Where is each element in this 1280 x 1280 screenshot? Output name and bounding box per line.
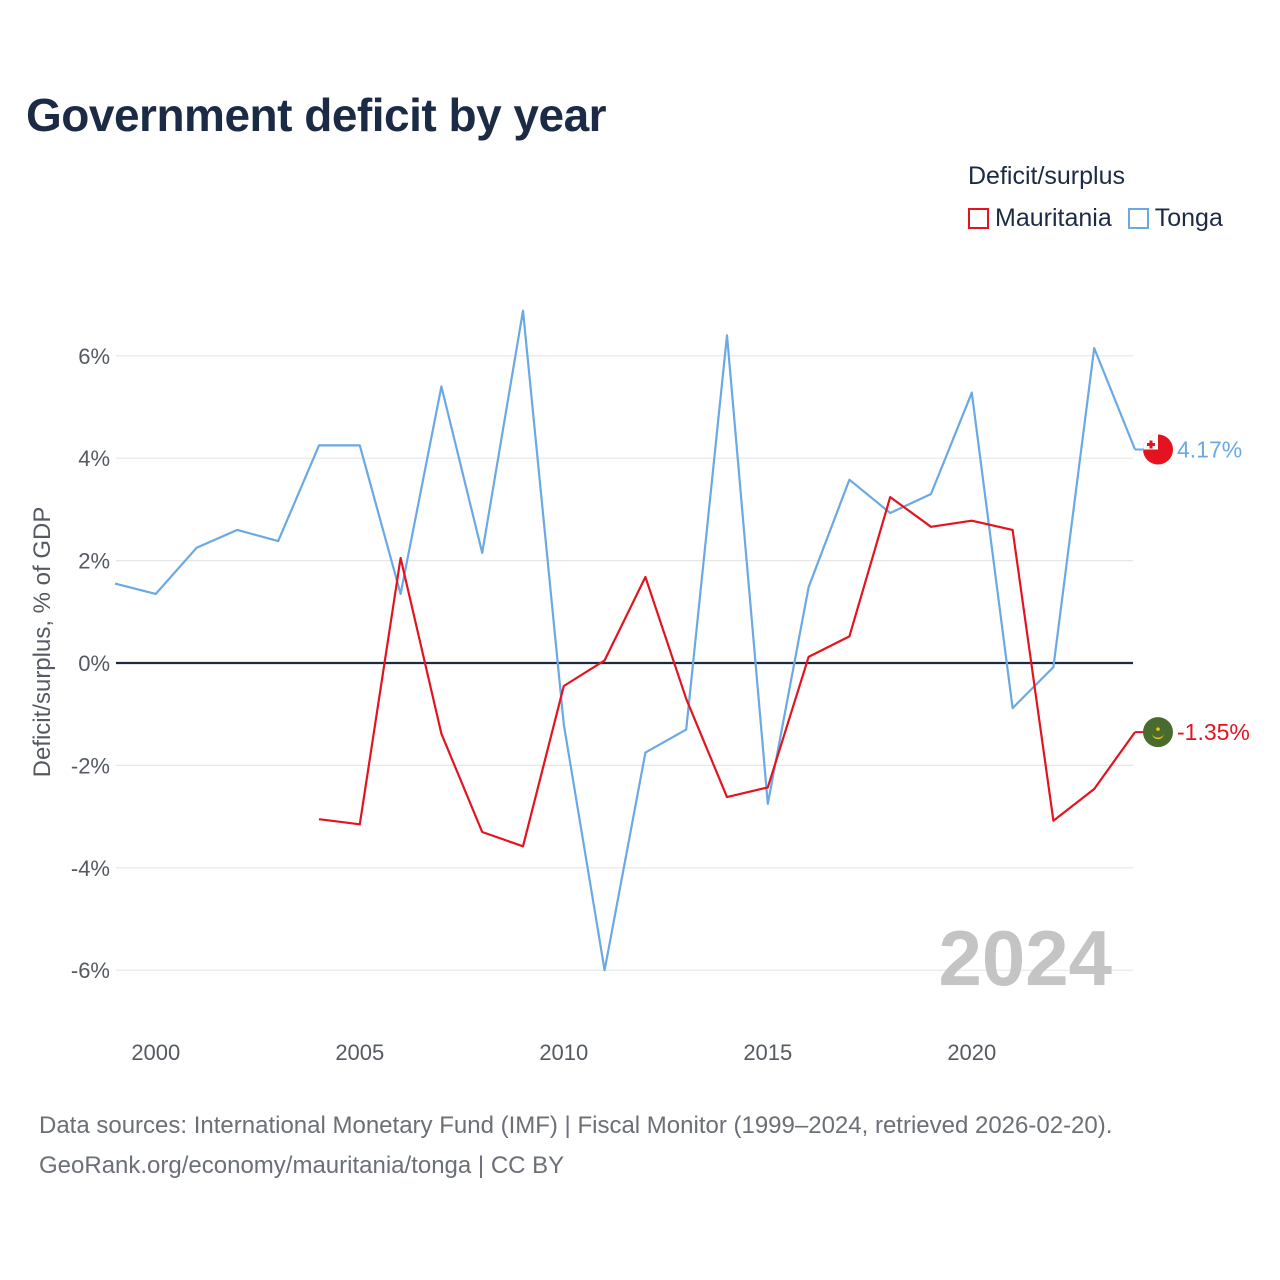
legend: Mauritania Tonga	[968, 204, 1239, 233]
x-axis: 2000 2005 2010 2015 2020	[131, 1040, 996, 1065]
y-axis-label: Deficit/surplus, % of GDP	[29, 507, 56, 778]
series-line-tonga	[114, 309, 1137, 972]
mauritania-flag-icon	[1143, 717, 1173, 748]
x-tick-label: 2005	[335, 1040, 384, 1065]
year-watermark: 2024	[938, 914, 1112, 1002]
legend-label-tonga: Tonga	[1154, 204, 1223, 232]
source-line-1: Data sources: International Monetary Fun…	[39, 1112, 1113, 1139]
tonga-flag-icon	[1143, 434, 1173, 465]
grid-layer	[116, 355, 1133, 971]
y-tick-label: -6%	[71, 958, 110, 983]
source-line-2[interactable]: GeoRank.org/economy/mauritania/tonga | C…	[39, 1152, 565, 1179]
y-tick-label: 0%	[78, 651, 110, 676]
end-value-label: 4.17%	[1177, 436, 1242, 462]
legend-label-mauritania: Mauritania	[995, 204, 1112, 232]
source-note: Data sources: International Monetary Fun…	[39, 1106, 1112, 1186]
chart-title: Government deficit by year	[26, 89, 607, 141]
series-line-mauritania	[318, 496, 1136, 848]
legend-item-mauritania[interactable]: Mauritania	[968, 204, 1112, 233]
x-tick-label: 2000	[131, 1040, 180, 1065]
line-chart: 6% 4% 2% 0% -2% -4% -6% 2000 2005 2010 2015 2020 2…	[29, 309, 1250, 1065]
x-tick-label: 2015	[743, 1040, 792, 1065]
end-value-label: -1.35%	[1177, 719, 1250, 745]
x-tick-label: 2010	[539, 1040, 588, 1065]
x-tick-label: 2020	[947, 1040, 996, 1065]
y-tick-label: 4%	[78, 446, 110, 471]
y-tick-label: -4%	[71, 856, 110, 881]
y-axis: 6% 4% 2% 0% -2% -4% -6%	[71, 344, 110, 983]
legend-item-tonga[interactable]: Tonga	[1127, 204, 1223, 233]
series-layer	[114, 309, 1137, 972]
y-tick-label: -2%	[71, 753, 110, 778]
legend-title: Deficit/surplus	[968, 162, 1125, 190]
y-tick-label: 6%	[78, 344, 110, 369]
end-markers: -1.35% 4.17%	[1135, 434, 1250, 748]
legend-swatch-mauritania	[968, 208, 989, 229]
y-tick-label: 2%	[78, 549, 110, 574]
legend-swatch-tonga	[1127, 208, 1149, 229]
